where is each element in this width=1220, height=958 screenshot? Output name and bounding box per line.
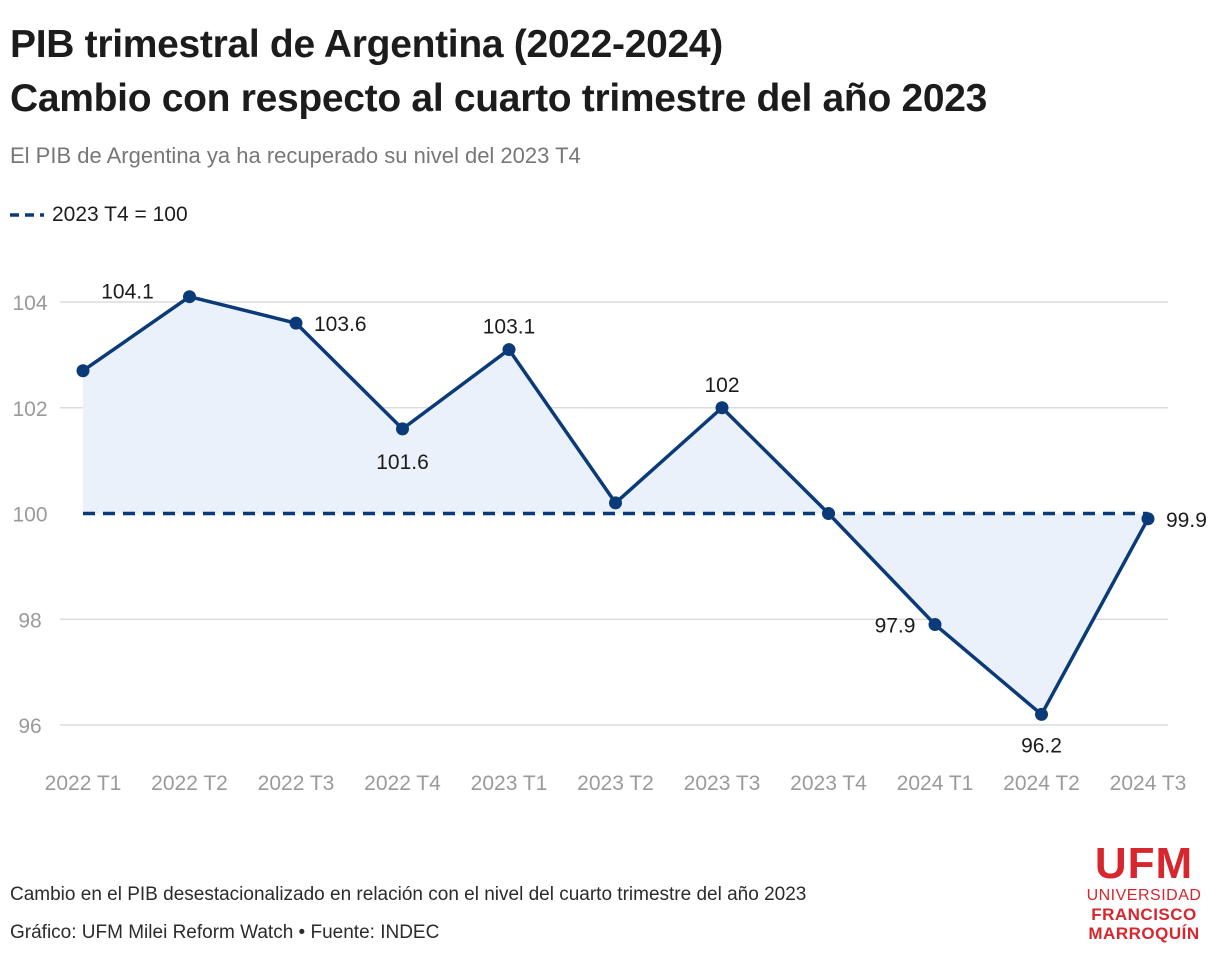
data-label: 96.2 <box>1021 734 1062 757</box>
y-tick-label: 98 <box>18 609 41 632</box>
chart-title: PIB trimestral de Argentina (2022-2024) … <box>10 18 987 126</box>
logo-line-3: MARROQUÍN <box>1088 924 1200 943</box>
legend-dashed-line-icon <box>10 213 44 217</box>
data-point <box>609 496 622 510</box>
x-tick-label: 2023 T1 <box>471 772 548 795</box>
x-tick-label: 2022 T3 <box>258 772 335 795</box>
x-tick-label: 2023 T4 <box>790 772 867 795</box>
chart-title-line-1: PIB trimestral de Argentina (2022-2024) <box>10 23 723 66</box>
data-point <box>289 316 303 330</box>
data-point <box>502 343 516 357</box>
y-tick-label: 102 <box>12 398 47 421</box>
data-label: 101.6 <box>376 451 429 474</box>
data-point <box>76 364 90 378</box>
logo-line-1: UNIVERSIDAD <box>1086 887 1202 904</box>
logo-wordmark: UFM <box>1094 839 1194 888</box>
y-tick-label: 96 <box>18 715 41 738</box>
legend: 2023 T4 = 100 <box>10 203 188 227</box>
data-point <box>822 507 835 520</box>
logo-line-2: FRANCISCO <box>1091 905 1197 924</box>
data-label: 104.1 <box>101 281 154 304</box>
legend-label: 2023 T4 = 100 <box>52 203 188 226</box>
data-point <box>396 422 409 436</box>
data-point <box>1035 707 1048 721</box>
data-label: 99.9 <box>1166 509 1207 532</box>
y-tick-label: 100 <box>12 504 47 527</box>
data-point <box>183 290 196 304</box>
data-point <box>715 401 729 415</box>
data-point <box>928 618 942 632</box>
data-label: 103.1 <box>483 316 536 339</box>
x-tick-label: 2022 T1 <box>45 772 122 795</box>
x-tick-label: 2023 T2 <box>577 772 654 795</box>
chart-subtitle: El PIB de Argentina ya ha recuperado su … <box>10 143 581 168</box>
x-tick-label: 2022 T4 <box>364 772 441 795</box>
x-tick-label: 2023 T3 <box>684 772 761 795</box>
data-label: 103.6 <box>314 313 367 336</box>
data-label: 97.9 <box>875 615 916 638</box>
x-tick-label: 2024 T3 <box>1110 772 1187 795</box>
ufm-logo: UFM UNIVERSIDAD FRANCISCO MARROQUÍN <box>1083 839 1205 944</box>
x-tick-label: 2024 T1 <box>897 772 974 795</box>
chart-credit: Gráfico: UFM Milei Reform Watch • Fuente… <box>10 922 440 943</box>
data-label: 102 <box>704 374 739 397</box>
chart-title-line-2: Cambio con respecto al cuarto trimestre … <box>10 76 988 120</box>
data-point <box>1141 512 1155 526</box>
chart-footnote: Cambio en el PIB desestacionalizado en r… <box>10 884 807 905</box>
y-tick-label: 104 <box>12 292 47 315</box>
x-tick-label: 2024 T2 <box>1003 772 1080 795</box>
x-tick-label: 2022 T2 <box>151 772 228 795</box>
